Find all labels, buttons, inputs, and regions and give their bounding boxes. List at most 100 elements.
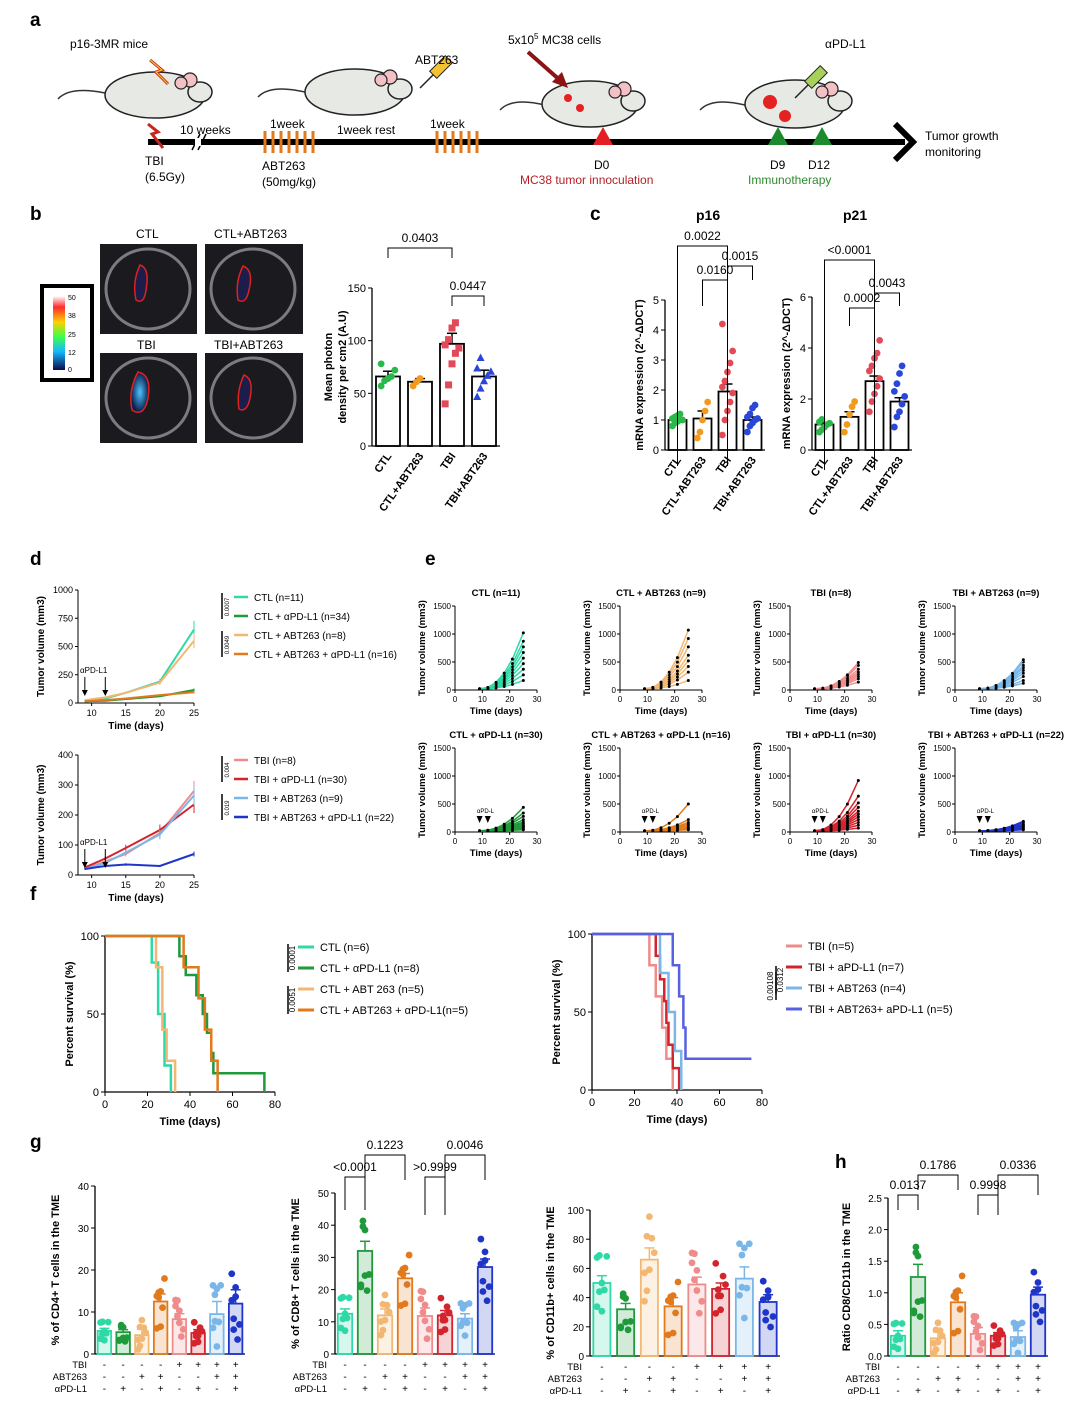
data-point (669, 1292, 677, 1300)
x-tick-label: 20 (670, 837, 679, 846)
y-tick-label: 0 (782, 828, 787, 837)
treatment-row-label: ABT263 (846, 1374, 880, 1385)
data-point (157, 1287, 165, 1295)
data-point (445, 1309, 453, 1316)
cd8-chart: 0 10 20 30 40 50 % of CD8+ T cells in the TME <… (290, 1138, 495, 1395)
x-tick-label: 20 (155, 708, 165, 718)
data-point (845, 673, 849, 677)
treatment-sign: + (482, 1360, 488, 1371)
treatment-sign: + (214, 1360, 220, 1371)
y-axis-label: Tumor volume (mm3) (917, 600, 928, 696)
week1-label: 1week (270, 117, 306, 131)
x-axis-label: Time (days) (805, 848, 858, 859)
y-tick-label: 30 (78, 1224, 90, 1235)
data-point (726, 359, 734, 367)
data-point (754, 415, 762, 422)
data-point (416, 375, 424, 382)
y-axis-label: % of CD4+ T cells in the TME (50, 1195, 62, 1346)
data-point (421, 1317, 429, 1325)
treatment-row-label: ABT263 (293, 1372, 327, 1383)
data-point (1010, 671, 1014, 675)
y-tick-label: 0 (360, 441, 366, 453)
survival-curve (592, 932, 674, 1090)
significance-bracket (344, 1176, 366, 1210)
data-point (693, 434, 701, 442)
data-point (938, 1332, 946, 1340)
data-point (738, 1251, 746, 1259)
mouse-strain-label: p16-3MR mice (70, 37, 148, 51)
data-point (667, 821, 671, 825)
data-point (856, 675, 860, 679)
y-tick-label: 1000 (53, 585, 73, 595)
y-tick-label: 0 (800, 445, 806, 457)
category-label: CTL (372, 451, 394, 476)
p-value-label: <0.0001 (333, 1160, 377, 1174)
data-point (890, 423, 898, 431)
x-tick-label: 80 (756, 1097, 768, 1109)
data-point (699, 416, 706, 424)
y-tick-label: 4 (653, 325, 659, 337)
data-point (667, 670, 671, 674)
significance-bracket (444, 1154, 486, 1180)
y-tick-label: 6 (800, 292, 806, 304)
treatment-sign: + (462, 1360, 468, 1371)
data-point (856, 661, 860, 665)
data-point (228, 1270, 236, 1278)
tbi-dose-label: (6.5Gy) (145, 170, 185, 184)
data-point (339, 1315, 347, 1323)
data-point (667, 826, 671, 830)
x-tick-label: 80 (269, 1099, 281, 1111)
plot-title: TBI + αPD-L1 (n=30) (786, 730, 876, 741)
treatment-sign: - (743, 1386, 746, 1397)
panel-letter-e: e (425, 549, 436, 570)
data-point (986, 829, 990, 833)
data-point (451, 319, 459, 327)
data-point (856, 677, 860, 681)
data-point (659, 680, 663, 684)
p-value-label: 0.0001 (288, 945, 297, 970)
data-point (958, 1272, 966, 1280)
treatment-sign: - (178, 1372, 181, 1383)
y-tick-label: 150 (348, 283, 366, 295)
panel-f-survival: 0 50 100 0 20 40 60 80 Time (days) Percent surviv… (64, 929, 953, 1128)
treatment-sign: - (1016, 1386, 1019, 1397)
data-point (675, 669, 679, 673)
data-point (142, 1329, 150, 1337)
data-point (215, 1318, 223, 1326)
data-point (521, 667, 525, 671)
data-point (896, 408, 903, 416)
y-axis-label: Tumor volume (mm3) (752, 742, 763, 838)
data-point (388, 373, 395, 380)
scale-tick: 0 (68, 367, 72, 374)
data-point (441, 1326, 449, 1333)
data-point (473, 392, 482, 400)
luminescence-image-ctl: CTL (100, 227, 197, 334)
survival-curve (592, 932, 681, 1090)
y-tick-label: 50 (354, 388, 366, 400)
significance-bracket (874, 292, 900, 306)
treatment-sign: - (178, 1384, 181, 1395)
data-point (856, 815, 860, 819)
treatment-sign: + (741, 1362, 747, 1373)
data-point (510, 671, 514, 675)
data-point (856, 820, 860, 824)
d0-label: D0 (594, 158, 610, 172)
p-value-label: 0.0160 (697, 263, 734, 277)
y-tick-label: 0 (323, 1350, 329, 1361)
plot-title: CTL + ABT263 + αPD-L1 (n=16) (591, 730, 730, 741)
significance-bracket (997, 1174, 1039, 1195)
data-point (893, 413, 901, 421)
p-value-label: 0.0002 (844, 291, 881, 305)
data-point (856, 667, 860, 671)
y-tick-label: 0.0 (868, 1352, 882, 1363)
treatment-sign: - (140, 1384, 143, 1395)
y-axis-label: mRNA expression (2^-ΔDCT) (781, 297, 793, 449)
data-point (719, 1272, 727, 1280)
treatment-sign: - (423, 1372, 426, 1383)
data-point (856, 805, 860, 809)
y-tick-label: 0 (578, 1352, 584, 1363)
data-point (1016, 1337, 1024, 1345)
data-point (502, 671, 506, 675)
x-tick-label: 30 (533, 695, 542, 704)
